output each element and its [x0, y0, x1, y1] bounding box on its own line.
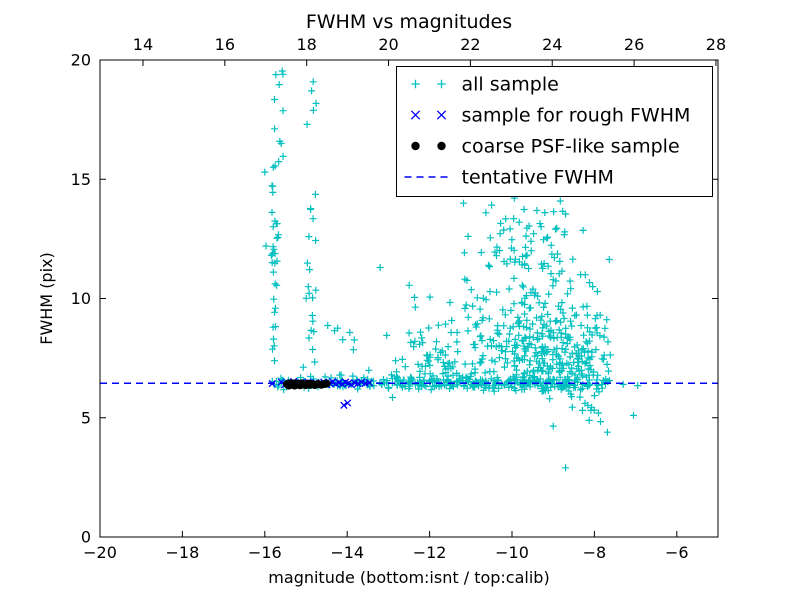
legend-dot-marker: [411, 141, 420, 151]
y-tick-label: 0: [81, 528, 91, 547]
y-axis-label: FWHM (pix): [37, 252, 56, 345]
y-tick-label: 10: [71, 289, 91, 308]
legend-label: coarse PSF-like sample: [462, 136, 680, 158]
chart-title: FWHM vs magnitudes: [306, 11, 512, 33]
top-tick-label: 26: [624, 35, 644, 54]
top-tick-label: 20: [378, 35, 398, 54]
top-tick-label: 16: [215, 35, 235, 54]
x-tick-label: −12: [413, 543, 447, 562]
series-psf-like: [283, 379, 331, 390]
top-tick-label: 18: [297, 35, 317, 54]
legend-plus-marker: [437, 79, 446, 89]
x-axis-bottom: −20 −18 −16 −14 −12 −10 −8 −6: [83, 531, 689, 562]
x-tick-label: −16: [248, 543, 282, 562]
legend-label: all sample: [462, 74, 559, 96]
psf-like-point: [322, 379, 331, 388]
legend-label: sample for rough FWHM: [462, 105, 691, 127]
y-tick-label: 5: [81, 408, 91, 427]
top-tick-label: 22: [460, 35, 480, 54]
x-tick-label: −10: [495, 543, 529, 562]
x-tick-label: −18: [166, 543, 200, 562]
x-tick-label: −8: [583, 543, 607, 562]
x-tick-label: −14: [330, 543, 364, 562]
x-axis-label: magnitude (bottom:isnt / top:calib): [268, 568, 549, 587]
y-axis: 0 5 10 15 20: [71, 51, 718, 547]
x-tick-label: −20: [83, 543, 117, 562]
legend-label: tentative FWHM: [462, 167, 614, 189]
legend-box: [396, 66, 713, 197]
top-tick-label: 14: [133, 35, 153, 54]
y-tick-label: 20: [71, 51, 91, 70]
x-axis-top: 14 16 18 20 22 24 26 28: [133, 35, 726, 66]
legend: all sample sample for rough FWHM coarse PS…: [396, 66, 713, 197]
x-tick-label: −6: [665, 543, 689, 562]
legend-x-marker: [436, 110, 447, 120]
legend-plus-marker: [411, 79, 420, 89]
legend-x-marker: [410, 110, 421, 120]
top-tick-label: 24: [542, 35, 562, 54]
top-tick-label: 28: [706, 35, 726, 54]
y-tick-label: 15: [71, 170, 91, 189]
legend-dot-marker: [437, 141, 446, 151]
